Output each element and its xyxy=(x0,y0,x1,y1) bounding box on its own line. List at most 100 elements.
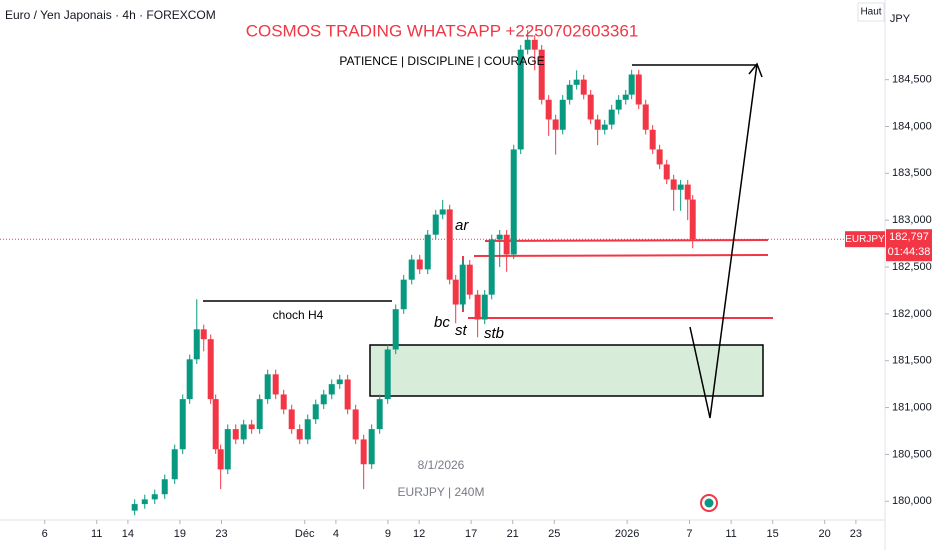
candle-body xyxy=(466,264,473,295)
arrow-head xyxy=(748,62,763,78)
candle-body xyxy=(608,109,615,125)
candle-body xyxy=(459,264,466,305)
x-tick-label: 7 xyxy=(686,528,692,540)
candle-body xyxy=(524,39,531,50)
symbol-label: EURJPY xyxy=(845,234,885,245)
scale-mode[interactable]: Haut xyxy=(860,7,881,18)
candle-body xyxy=(232,429,239,440)
x-tick-label: 2026 xyxy=(615,528,639,540)
candle-body xyxy=(207,339,214,400)
x-tick-label: 25 xyxy=(548,528,560,540)
y-tick-label: 180,000 xyxy=(892,495,932,507)
y-tick-label: 180,500 xyxy=(892,448,932,460)
x-tick-label: 17 xyxy=(465,528,477,540)
candle-body xyxy=(392,309,399,350)
candle-body xyxy=(452,279,459,305)
y-tick-label: 181,000 xyxy=(892,401,932,413)
candle-body xyxy=(496,234,503,240)
candle-body xyxy=(559,99,566,130)
annotation: bc xyxy=(434,314,450,331)
level-line xyxy=(473,254,769,257)
candle-body xyxy=(151,494,158,500)
candle-body xyxy=(684,184,691,200)
y-tick-label: 183,500 xyxy=(892,167,932,179)
candle-body xyxy=(573,79,580,85)
candle-body xyxy=(131,504,138,511)
candle-body xyxy=(320,394,327,405)
x-tick-label: 15 xyxy=(767,528,779,540)
candle-body xyxy=(481,294,488,320)
candle-body xyxy=(587,94,594,120)
candle-body xyxy=(408,259,415,280)
candle-body xyxy=(424,234,431,270)
y-tick-label: 182,000 xyxy=(892,308,932,320)
candle-body xyxy=(186,359,193,400)
x-tick-label: 23 xyxy=(850,528,862,540)
candle-body xyxy=(161,479,168,495)
candle-body xyxy=(328,384,335,395)
candle-body xyxy=(656,149,663,165)
last-price-label: 182,797 xyxy=(889,231,929,243)
candle-body xyxy=(663,164,670,180)
x-tick-label: 6 xyxy=(42,528,48,540)
candle-body xyxy=(439,209,446,215)
candle-body xyxy=(642,104,649,130)
candle-body xyxy=(171,449,178,480)
price-box xyxy=(886,229,932,262)
candle-body xyxy=(200,329,207,340)
candle-body xyxy=(368,429,375,465)
level-line xyxy=(484,239,769,242)
x-tick-label: Déc xyxy=(295,528,315,540)
x-tick-label: 11 xyxy=(725,528,736,540)
chart-title: COSMOS TRADING WHATSAPP +2250702603361 xyxy=(246,21,639,40)
candle-body xyxy=(545,99,552,120)
annotation: choch H4 xyxy=(273,308,324,322)
candle-body xyxy=(474,294,481,320)
x-tick-label: 9 xyxy=(385,528,391,540)
y-tick-label: 184,000 xyxy=(892,120,932,132)
candle-body xyxy=(580,79,587,95)
y-tick-label: 181,500 xyxy=(892,355,932,367)
candle-body xyxy=(240,424,247,440)
candle-body xyxy=(248,424,255,430)
x-tick-label: 12 xyxy=(413,528,425,540)
candles xyxy=(131,29,696,516)
candle-body xyxy=(517,49,524,150)
scale-button[interactable] xyxy=(857,2,885,22)
candle-body xyxy=(384,349,391,400)
candle-body xyxy=(531,39,538,50)
candle-body xyxy=(288,409,295,430)
y-tick-label: 184,500 xyxy=(892,74,932,86)
watermark-date: 8/1/2026 xyxy=(418,458,465,472)
path-arrow xyxy=(689,63,758,419)
candle-body xyxy=(224,429,231,470)
candle-body xyxy=(622,94,629,100)
candle-body xyxy=(503,234,510,255)
x-tick-label: 21 xyxy=(507,528,519,540)
watermark-symbol: EURJPY | 240M xyxy=(398,485,485,499)
symbol-box xyxy=(845,231,885,248)
candle-body xyxy=(193,329,200,360)
countdown: 01:44:38 xyxy=(888,246,931,258)
annotation: st xyxy=(455,322,468,339)
candle-body xyxy=(376,399,383,430)
candle-body xyxy=(179,399,186,450)
candle-body xyxy=(670,179,677,190)
candle-body xyxy=(446,209,453,280)
candle-body xyxy=(280,394,287,410)
x-tick-label: 19 xyxy=(174,528,186,540)
candle-body xyxy=(601,124,608,130)
candle-body xyxy=(360,439,367,465)
candle-body xyxy=(689,199,696,240)
candle-body xyxy=(416,259,423,270)
candle-body xyxy=(649,129,656,150)
drawings xyxy=(203,62,773,512)
currency: JPY xyxy=(890,13,911,25)
candle-body xyxy=(352,409,359,440)
candle-body xyxy=(552,119,559,130)
candle-body xyxy=(336,379,343,385)
candle-body xyxy=(217,449,224,470)
candle-body xyxy=(272,374,279,395)
